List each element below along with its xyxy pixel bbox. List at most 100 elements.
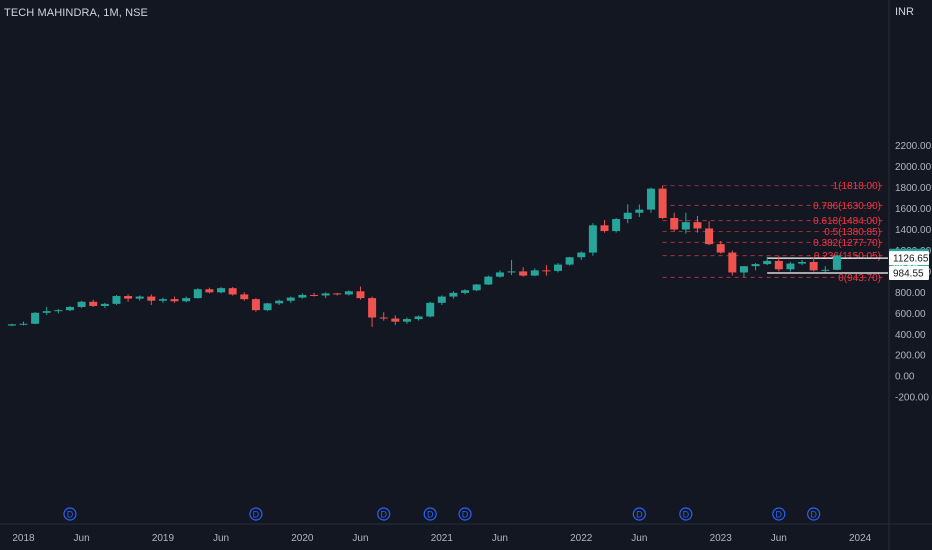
dividend-marker-circle (632, 507, 646, 521)
fibonacci-levels: 1(1818.00)0.786(1630.90)0.618(1484.00)0.… (662, 181, 886, 284)
candle (554, 263, 563, 273)
fib-label: 0.236(1150.05) (814, 251, 881, 262)
candle (542, 265, 551, 276)
candle (368, 296, 377, 327)
candle (356, 286, 365, 300)
candle (240, 292, 249, 301)
candle (832, 254, 841, 271)
candle-body (100, 303, 109, 306)
dividend-marker: D (458, 507, 472, 521)
price-tick-label: 0.00 (895, 372, 915, 383)
candle (705, 221, 714, 246)
candle-body (368, 298, 377, 318)
candle-body (588, 225, 597, 253)
candle (519, 267, 528, 277)
candle-body (507, 271, 516, 273)
price-tick-label: 2200.00 (895, 141, 932, 152)
candle (344, 290, 353, 296)
time-axis[interactable]: 2018 Jun 2019 Jun 2020 Jun 2021 Jun 2022 Jun 2023 J… (12, 533, 871, 544)
candle-body (263, 303, 272, 311)
candle (321, 292, 330, 299)
price-tick-label: 800.00 (895, 288, 926, 299)
time-tick-label: Jun (352, 533, 368, 544)
candle-body (565, 257, 574, 265)
line-price-label: 984.55 (893, 269, 924, 280)
candle (100, 302, 109, 309)
candle-body (600, 225, 609, 232)
candle-body (31, 312, 40, 324)
dividend-marker: D (249, 507, 263, 521)
time-tick-label: 2018 (12, 533, 35, 544)
time-tick-label: 2020 (291, 533, 314, 544)
time-tick-label: 2019 (152, 533, 175, 544)
dividend-marker-label: D (427, 510, 434, 520)
candle (565, 256, 574, 266)
candle (286, 296, 295, 303)
candle-body (763, 260, 772, 265)
candle-body (716, 244, 725, 253)
candle-body (461, 290, 470, 293)
chart-title: TECH MAHINDRA, 1M, NSE (4, 7, 148, 19)
candle-body (774, 260, 783, 270)
candle (507, 259, 516, 276)
candle (217, 287, 226, 294)
candle-body (786, 263, 795, 270)
candle-body (542, 270, 551, 272)
dividend-marker: D (772, 507, 786, 521)
line-price-tag-bg (889, 266, 929, 281)
candle (228, 287, 237, 296)
candle (484, 275, 493, 286)
candle (379, 312, 388, 321)
candle (739, 266, 748, 278)
candle (298, 293, 307, 299)
candle-body (577, 252, 586, 258)
candle (89, 299, 98, 308)
price-tick-label: 600.00 (895, 309, 926, 320)
price-tick-label: -200.00 (895, 393, 929, 404)
dividend-marker-label: D (253, 510, 260, 520)
candle-body (623, 212, 632, 220)
dividend-marker: D (63, 507, 77, 521)
candle (54, 309, 63, 314)
price-tag: 1126.65 (889, 251, 929, 266)
candle (449, 291, 458, 299)
dividend-marker-label: D (683, 510, 690, 520)
candle-body (832, 255, 841, 270)
candle-body (484, 276, 493, 285)
candle-body (705, 228, 714, 245)
candle (612, 217, 621, 233)
candle (461, 289, 470, 295)
candle-body (356, 291, 365, 299)
candle-body (251, 299, 260, 311)
price-tag: 984.55 (889, 266, 929, 281)
candle (670, 212, 679, 232)
dividend-marker-label: D (776, 510, 783, 520)
candles (7, 185, 841, 327)
dividend-marker-circle (458, 507, 472, 521)
candle-body (449, 292, 458, 297)
candle (623, 204, 632, 224)
candle-body (495, 272, 504, 277)
price-tick-label: 2000.00 (895, 162, 932, 173)
price-tick-label: 1400.00 (895, 225, 932, 236)
candle-body (391, 318, 400, 322)
candle-body (54, 310, 63, 312)
price-tick-label: 1800.00 (895, 183, 932, 194)
candle-body (65, 307, 74, 311)
candle-body (635, 209, 644, 213)
candle-body (798, 261, 807, 264)
candle (786, 261, 795, 272)
candle-body (646, 188, 655, 210)
candle-body (321, 293, 330, 296)
candle (437, 295, 446, 305)
price-tick-label: 1600.00 (895, 204, 932, 215)
candle-body (228, 288, 237, 295)
dividend-marker: D (377, 507, 391, 521)
candle (193, 288, 202, 299)
candle-body (693, 222, 702, 229)
candle-body (275, 300, 284, 304)
dividend-marker: D (423, 507, 437, 521)
candle (577, 251, 586, 260)
